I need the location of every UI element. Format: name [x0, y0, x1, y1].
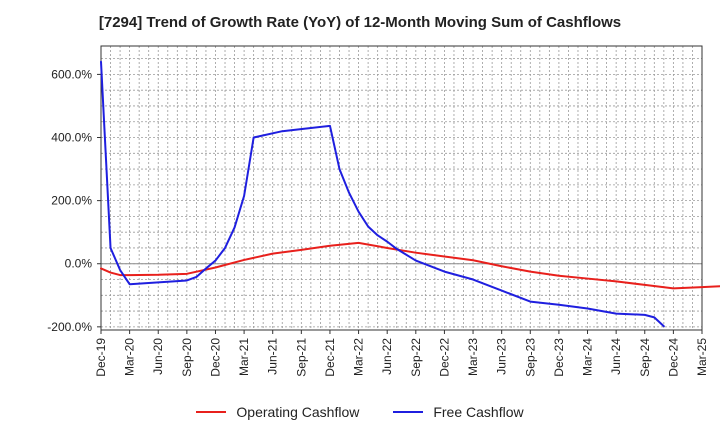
x-tick-label: Dec-22 — [437, 338, 451, 377]
x-tick-label: Mar-20 — [123, 338, 137, 376]
legend-item-operating: Operating Cashflow — [196, 404, 359, 420]
legend-swatch-operating — [196, 411, 227, 413]
x-tick-label: Sep-23 — [523, 338, 537, 377]
x-tick-label: Mar-25 — [695, 338, 709, 376]
x-tick-label: Mar-21 — [237, 338, 251, 376]
y-tick-label: 200.0% — [51, 194, 92, 208]
y-tick-label: 400.0% — [51, 131, 92, 145]
x-tick-label: Jun-20 — [151, 338, 165, 375]
legend-label-operating: Operating Cashflow — [236, 404, 360, 420]
x-tick-label: Dec-23 — [552, 338, 566, 377]
x-tick-label: Sep-20 — [180, 338, 194, 377]
legend-item-free: Free Cashflow — [393, 404, 524, 420]
y-tick-label: -200.0% — [47, 320, 92, 334]
x-tick-label: Dec-21 — [323, 338, 337, 377]
series-line-free-cashflow — [100, 60, 665, 328]
x-tick-label: Sep-22 — [409, 338, 423, 377]
x-tick-label: Jun-21 — [266, 338, 280, 375]
x-tick-label: Mar-23 — [466, 338, 480, 376]
x-tick-label: Dec-20 — [208, 338, 222, 377]
x-tick-label: Sep-21 — [294, 338, 308, 377]
x-tick-label: Mar-24 — [581, 338, 595, 376]
plot-frame — [100, 45, 703, 331]
x-tick-label: Jun-24 — [609, 338, 623, 375]
y-tick-label: 0.0% — [65, 257, 93, 271]
y-tick-label: 600.0% — [51, 67, 92, 81]
x-tick-label: Sep-24 — [638, 338, 652, 377]
x-tick-label: Jun-23 — [495, 338, 509, 375]
series-line-operating-cashflow — [100, 241, 720, 290]
x-tick-label: Jun-22 — [380, 338, 394, 375]
legend-label-free: Free Cashflow — [433, 404, 524, 420]
legend-swatch-free — [393, 411, 424, 413]
plot-area — [101, 46, 702, 330]
x-tick-label: Dec-24 — [666, 338, 680, 377]
x-tick-label: Dec-19 — [94, 338, 108, 377]
x-tick-label: Mar-22 — [352, 338, 366, 376]
chart-title: [7294] Trend of Growth Rate (YoY) of 12-… — [98, 14, 622, 31]
chart-legend: Operating Cashflow Free Cashflow — [0, 404, 720, 420]
